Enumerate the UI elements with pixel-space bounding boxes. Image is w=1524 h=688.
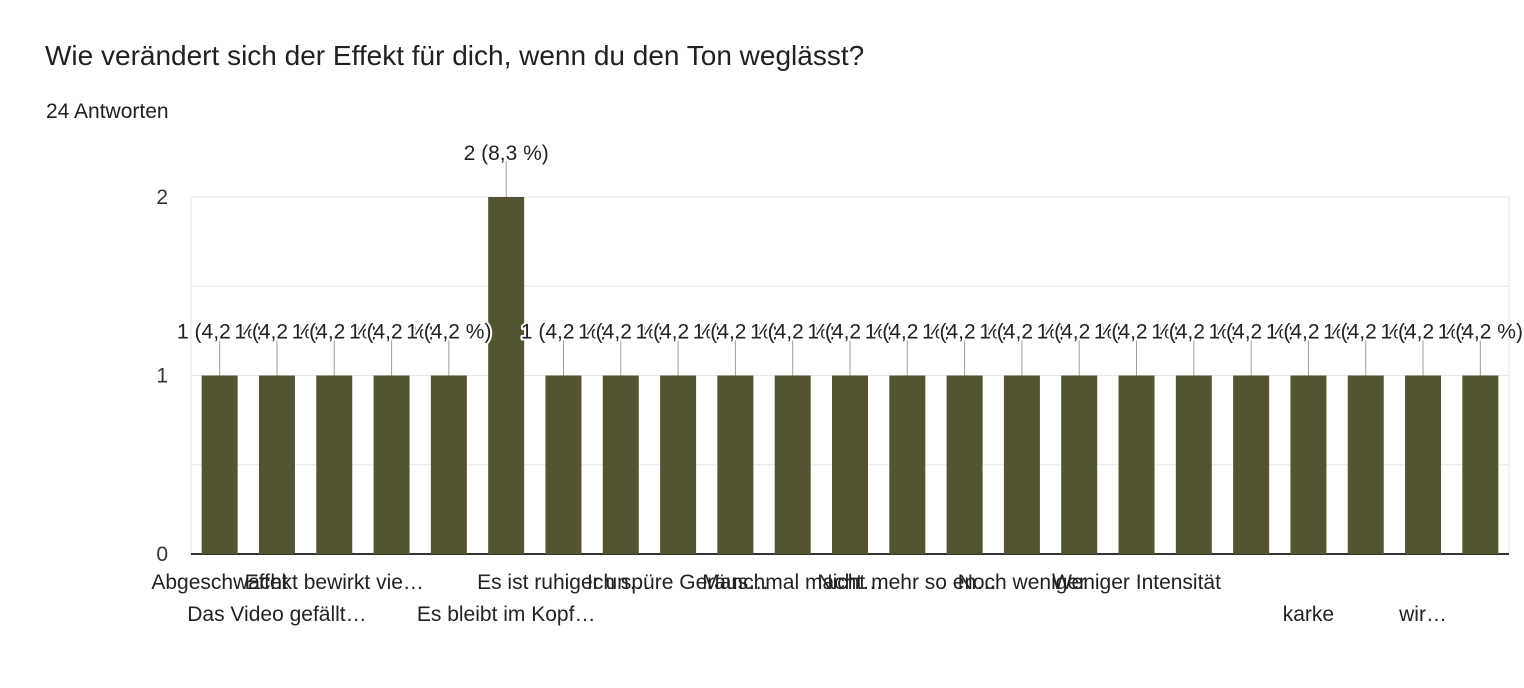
bar <box>1405 375 1442 554</box>
bar <box>1003 375 1040 554</box>
x-category-label: Es bleibt im Kopf… <box>417 603 596 626</box>
bar <box>602 375 639 554</box>
bar <box>1233 375 1270 554</box>
bar <box>545 375 582 554</box>
chart-bars <box>201 197 1499 554</box>
x-category-label: karke <box>1283 603 1334 626</box>
data-label: 1 (4,2 %) <box>234 321 319 344</box>
data-label: 1 (4,2 %) <box>1266 321 1351 344</box>
chart-data-labels: 1 (4,2 %)1 (4,2 %)1 (4,2 %)1 (4,2 %)1 (4… <box>175 140 1524 376</box>
y-axis-ticks: 0 1 2 <box>156 186 168 566</box>
bar <box>488 197 525 554</box>
data-label: 1 (4,2 %) <box>1438 321 1523 344</box>
data-label: 1 (4,2 %) <box>635 321 720 344</box>
data-label: 1 (4,2 %) <box>693 321 778 344</box>
bar <box>1347 375 1384 554</box>
bar <box>1061 375 1098 554</box>
data-label: 1 (4,2 %) <box>521 321 606 344</box>
bar <box>1290 375 1327 554</box>
x-category-label: Nicht mehr so en… <box>817 571 997 594</box>
y-tick-label: 2 <box>156 186 168 209</box>
bar <box>373 375 410 554</box>
bar <box>774 375 811 554</box>
data-label: 1 (4,2 %) <box>1151 321 1236 344</box>
x-category-label: Es ist ruhiger un… <box>477 571 650 594</box>
x-category-label: Ich spüre Geräus… <box>587 571 769 594</box>
bar <box>1118 375 1155 554</box>
x-category-label: Weniger Intensität <box>1052 571 1221 594</box>
bar <box>258 375 295 554</box>
question-title: Wie verändert sich der Effekt für dich, … <box>45 40 865 71</box>
x-category-label: Noch weniger <box>958 571 1086 594</box>
bar <box>316 375 353 554</box>
x-category-label: Manchmal macht… <box>702 571 883 594</box>
data-label: 1 (4,2 %) <box>406 321 491 344</box>
data-label: 1 (4,2 %) <box>578 321 663 344</box>
bar <box>430 375 467 554</box>
x-axis-categories: Abgeschwächt Das Video gefällt… Effekt bew… <box>151 571 1447 626</box>
data-label: 1 (4,2 %) <box>349 321 434 344</box>
data-label: 1 (4,2 %) <box>750 321 835 344</box>
x-category-label: Das Video gefällt… <box>187 603 366 626</box>
bar <box>832 375 868 554</box>
data-label: 1 (4,2 %) <box>807 321 892 344</box>
data-label: 1 (4,2 %) <box>292 321 377 344</box>
data-label: 1 (4,2 %) <box>1094 321 1179 344</box>
bar <box>1462 375 1499 554</box>
data-label: 1 (4,2 %) <box>177 321 262 344</box>
x-category-label: wir… <box>1398 603 1447 626</box>
data-label: 1 (4,2 %) <box>865 321 950 344</box>
bar <box>660 375 697 554</box>
bar <box>889 375 926 554</box>
bar <box>201 375 238 554</box>
x-category-label: Abgeschwächt <box>151 571 288 594</box>
y-tick-label: 0 <box>156 543 168 566</box>
data-label: 1 (4,2 %) <box>979 321 1064 344</box>
data-label: 1 (4,2 %) <box>1323 321 1408 344</box>
data-label: 1 (4,2 %) <box>1209 321 1294 344</box>
bar <box>946 375 983 554</box>
data-label: 1 (4,2 %) <box>1380 321 1465 344</box>
response-count: 24 Antworten <box>46 100 169 123</box>
data-label: 1 (4,2 %) <box>1037 321 1122 344</box>
x-category-label: Effekt bewirkt vie… <box>245 571 424 594</box>
data-label: 2 (8,3 %) <box>464 142 549 165</box>
y-tick-label: 1 <box>156 365 168 388</box>
bar <box>1175 375 1212 554</box>
data-label: 1 (4,2 %) <box>922 321 1007 344</box>
bar <box>717 375 754 554</box>
